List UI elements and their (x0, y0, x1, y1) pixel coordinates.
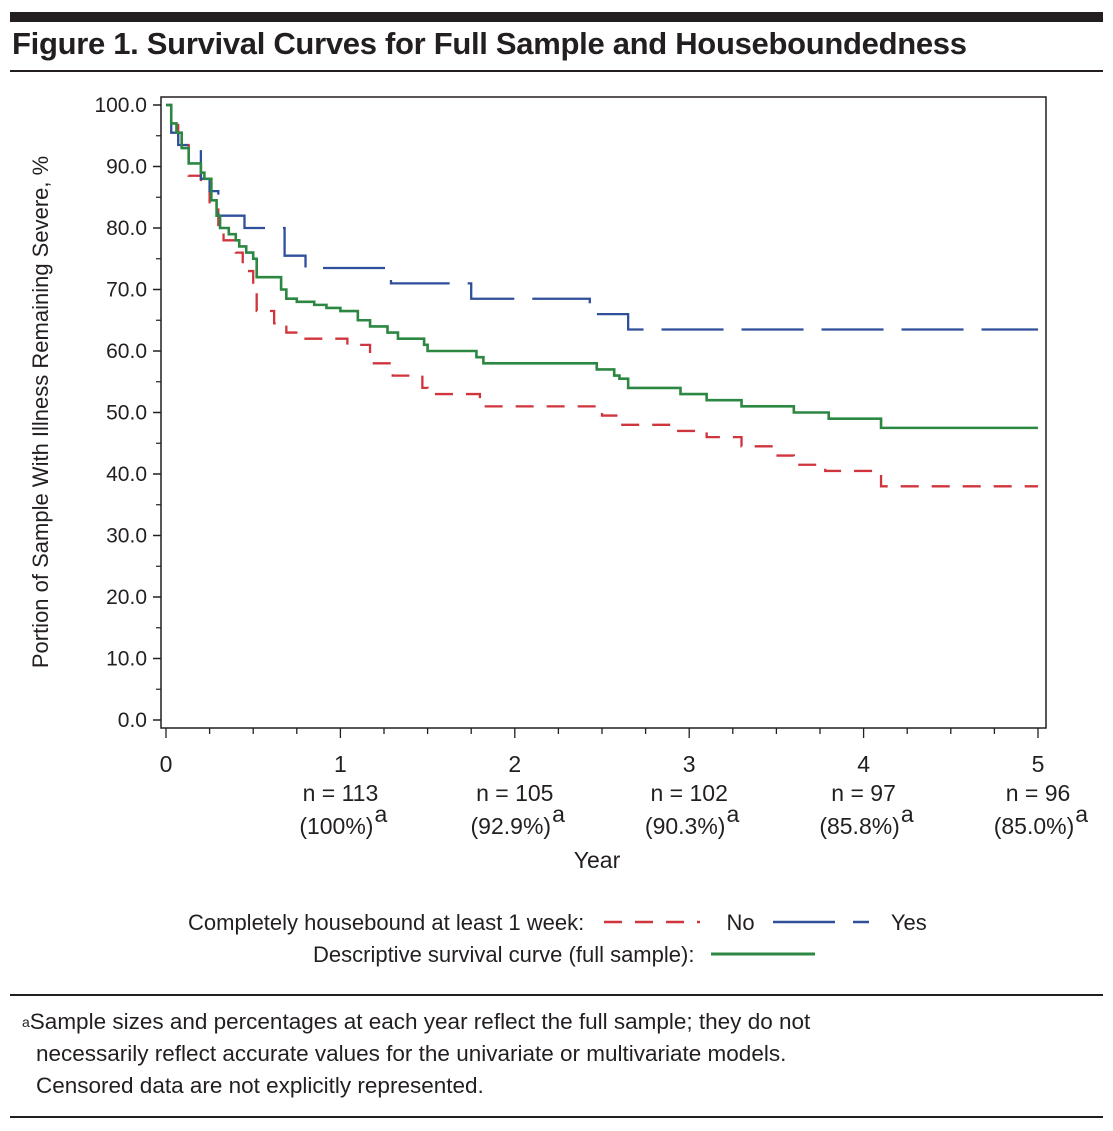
survival-curve-full-sample (166, 103, 1038, 430)
footnote-line-2: necessarily reflect accurate values for … (36, 1041, 787, 1066)
at-risk-pct-label: (85.8%) (819, 813, 900, 839)
survival-curve-yes (166, 103, 1038, 331)
legend-no-label: No (726, 910, 755, 935)
footnote-marker: a (22, 1014, 30, 1030)
at-risk-superscript: a (374, 801, 387, 827)
legend-full-sample-swatch (710, 952, 815, 956)
at-risk-n-label: n = 113 (303, 780, 379, 806)
y-tick-label: 60.0 (106, 340, 147, 363)
y-axis-label: Portion of Sample With Illness Remaining… (28, 156, 53, 668)
at-risk-pct-label: (90.3%) (645, 813, 726, 839)
legend-yes-swatch (772, 920, 869, 924)
at-risk-pct-label: (85.0%) (994, 813, 1075, 839)
x-tick-label: 4 (857, 751, 870, 777)
y-tick-label: 100.0 (94, 94, 147, 117)
at-risk-superscript: a (1075, 801, 1088, 827)
y-tick-label: 80.0 (106, 217, 147, 240)
footnote-line-1: Sample sizes and percentages at each yea… (29, 1009, 811, 1034)
legend-no-swatch (604, 920, 701, 924)
x-tick-label: 2 (508, 751, 521, 777)
footnote: aSample sizes and percentages at each ye… (22, 1006, 1092, 1102)
y-tick-label: 90.0 (106, 156, 147, 179)
y-tick-label: 20.0 (106, 586, 147, 609)
title-rule (10, 70, 1103, 72)
x-tick-label: 5 (1032, 751, 1045, 777)
at-risk-superscript: a (552, 801, 565, 827)
legend-full-sample-label: Descriptive survival curve (full sample)… (313, 942, 695, 967)
y-tick-label: 30.0 (106, 525, 147, 548)
x-axis-label: Year (574, 847, 621, 873)
legend-row-housebound: Completely housebound at least 1 week: N… (188, 910, 927, 936)
legend-row-full-sample: Descriptive survival curve (full sample)… (313, 942, 817, 968)
survival-chart: Portion of Sample With Illness Remaining… (28, 94, 1089, 873)
footnote-top-rule (10, 994, 1103, 996)
at-risk-n-label: n = 97 (831, 780, 896, 806)
y-tick-label: 0.0 (118, 709, 147, 732)
at-risk-pct-label: (100%) (299, 813, 373, 839)
at-risk-superscript: a (726, 801, 739, 827)
at-risk-superscript: a (901, 801, 914, 827)
x-tick-label: 1 (334, 751, 347, 777)
footnote-line-3: Censored data are not explicitly represe… (36, 1073, 484, 1098)
curves-group (166, 103, 1038, 488)
axes-group: 0.0 10.0 20.0 30.0 40.0 50.0 60.0 70.0 80.0 90.0 1… (94, 94, 1047, 738)
legend-yes-label: Yes (890, 910, 927, 935)
at-risk-n-label: n = 96 (1006, 780, 1071, 806)
figure-title: Figure 1. Survival Curves for Full Sampl… (12, 26, 967, 61)
bottom-rule (10, 1116, 1103, 1118)
plot-frame (160, 96, 1047, 729)
top-rule (10, 12, 1103, 22)
y-tick-label: 40.0 (106, 463, 147, 486)
at-risk-pct-label: (92.9%) (471, 813, 552, 839)
x-tick-label: 0 (160, 751, 173, 777)
at-risk-n-label: n = 105 (476, 780, 553, 806)
y-tick-label: 10.0 (106, 648, 147, 671)
legend-housebound-label: Completely housebound at least 1 week: (188, 910, 585, 935)
y-tick-label: 70.0 (106, 279, 147, 302)
y-tick-label: 50.0 (106, 402, 147, 425)
at-risk-n-label: n = 102 (651, 780, 728, 806)
survival-curve-no (166, 103, 1038, 488)
x-tick-label: 3 (683, 751, 696, 777)
x-labels-group: 0 1 2 3 4 5n = 113(100%) an = 105(92.9%) an = 1… (160, 751, 1089, 839)
